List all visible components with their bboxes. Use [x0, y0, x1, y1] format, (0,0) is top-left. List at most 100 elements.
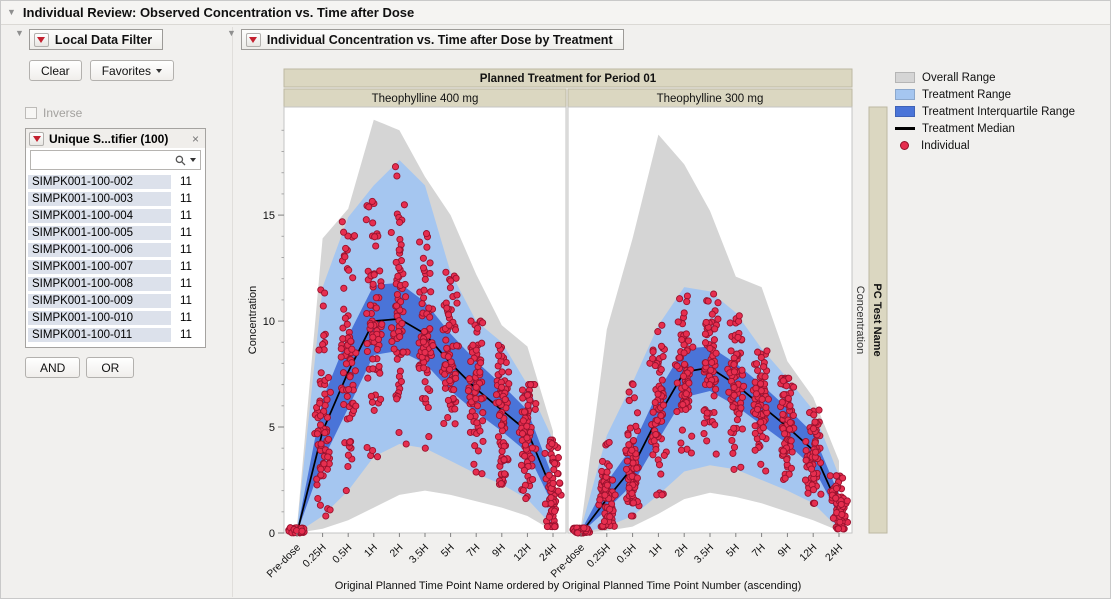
or-button[interactable]: OR — [86, 357, 135, 378]
individual-points — [569, 290, 852, 537]
subject-row[interactable]: SIMPK001-100-003 11 — [28, 191, 203, 207]
individual-points — [285, 163, 565, 537]
svg-text:0.25H: 0.25H — [585, 542, 613, 570]
subject-id: SIMPK001-100-002 — [28, 175, 171, 189]
svg-text:9H: 9H — [490, 542, 508, 560]
subject-row[interactable]: SIMPK001-100-010 11 — [28, 310, 203, 326]
svg-text:2H: 2H — [388, 542, 406, 560]
svg-text:3.5H: 3.5H — [407, 542, 431, 566]
svg-text:1H: 1H — [647, 542, 665, 560]
filter-title: Local Data Filter — [54, 32, 153, 47]
concentration-vs-time-plot[interactable]: Planned Treatment for Period 01 Theophyll… — [241, 63, 893, 598]
svg-text:0.5H: 0.5H — [330, 542, 354, 566]
svg-text:Pre-dose: Pre-dose — [265, 542, 304, 581]
subject-row[interactable]: SIMPK001-100-002 11 — [28, 174, 203, 190]
report-titlebar: ▼ Individual Review: Observed Concentrat… — [1, 1, 1110, 25]
filter-disclosure-icon[interactable]: ▼ — [15, 28, 24, 38]
filter-column-menu-button[interactable] — [29, 132, 44, 146]
red-triangle-icon — [32, 136, 41, 142]
svg-text:Concentration: Concentration — [247, 286, 259, 355]
outline-disclosure-icon[interactable]: ▼ — [7, 7, 16, 17]
legend-label: Individual — [921, 139, 970, 152]
subject-row[interactable]: SIMPK001-100-009 11 — [28, 293, 203, 309]
subject-id: SIMPK001-100-007 — [28, 260, 171, 274]
svg-text:Theophylline 300 mg: Theophylline 300 mg — [657, 93, 764, 105]
legend-label: Overall Range — [922, 71, 996, 84]
svg-text:0.5H: 0.5H — [615, 542, 639, 566]
svg-text:10: 10 — [263, 316, 275, 328]
subject-id: SIMPK001-100-008 — [28, 277, 171, 291]
subject-list: SIMPK001-100-002 11 SIMPK001-100-003 11 SIMP… — [26, 173, 205, 347]
search-icon[interactable] — [175, 155, 186, 166]
svg-text:5H: 5H — [724, 542, 742, 560]
subject-row[interactable]: SIMPK001-100-011 11 — [28, 327, 203, 343]
page-title: Individual Review: Observed Concentratio… — [22, 5, 415, 20]
subject-id: SIMPK001-100-010 — [28, 311, 171, 325]
local-data-filter-panel: ▼ Local Data Filter Clear Favorites Inve… — [15, 29, 231, 378]
svg-text:12H: 12H — [511, 542, 533, 564]
legend-item[interactable]: Overall Range — [895, 71, 1075, 84]
filter-column-title: Unique S...tifier (100) — [49, 132, 169, 146]
subject-count: 11 — [180, 312, 192, 324]
filter-actions: Clear Favorites — [29, 60, 231, 81]
subject-count: 11 — [180, 329, 192, 341]
svg-text:Concentration: Concentration — [854, 286, 866, 355]
legend: Overall Range Treatment Range Treatment In… — [895, 71, 1075, 152]
legend-label: Treatment Interquartile Range — [922, 105, 1075, 118]
legend-item[interactable]: Treatment Interquartile Range — [895, 105, 1075, 118]
clear-button[interactable]: Clear — [29, 60, 82, 81]
svg-text:9H: 9H — [776, 542, 794, 560]
subject-row[interactable]: SIMPK001-100-007 11 — [28, 259, 203, 275]
inverse-row: Inverse — [25, 106, 231, 120]
report-disclosure-icon[interactable]: ▼ — [227, 28, 236, 38]
svg-text:3.5H: 3.5H — [692, 542, 716, 566]
legend-label: Treatment Range — [922, 88, 1012, 101]
legend-item[interactable]: Treatment Range — [895, 88, 1075, 101]
legend-item[interactable]: Treatment Median — [895, 122, 1075, 135]
filter-menu-button[interactable] — [33, 32, 49, 47]
legend-swatch-line — [895, 123, 915, 134]
subject-row[interactable]: SIMPK001-100-005 11 — [28, 225, 203, 241]
search-box — [30, 150, 201, 170]
svg-text:Theophylline 400 mg: Theophylline 400 mg — [372, 93, 479, 105]
svg-text:Original Planned Time Point Na: Original Planned Time Point Name ordered… — [335, 580, 802, 592]
favorites-button[interactable]: Favorites — [89, 60, 175, 81]
subject-count: 11 — [180, 227, 192, 239]
report-title: Individual Concentration vs. Time after … — [266, 32, 613, 47]
subject-row[interactable]: SIMPK001-100-004 11 — [28, 208, 203, 224]
search-input[interactable] — [35, 154, 171, 166]
search-options-caret-icon[interactable] — [190, 158, 196, 162]
panel-divider — [232, 27, 233, 597]
subject-count: 11 — [180, 261, 192, 273]
svg-text:0: 0 — [269, 528, 275, 540]
svg-text:5H: 5H — [439, 542, 457, 560]
svg-text:12H: 12H — [797, 542, 819, 564]
legend-item[interactable]: Individual — [895, 139, 1075, 152]
close-icon[interactable]: × — [191, 132, 199, 146]
subject-id: SIMPK001-100-004 — [28, 209, 171, 223]
subject-id: SIMPK001-100-005 — [28, 226, 171, 240]
and-button[interactable]: AND — [25, 357, 81, 378]
svg-text:15: 15 — [263, 210, 275, 222]
inverse-label: Inverse — [43, 106, 83, 120]
legend-swatch-box — [895, 106, 915, 117]
inverse-checkbox[interactable] — [25, 107, 37, 119]
legend-label: Treatment Median — [922, 122, 1015, 135]
subject-count: 11 — [180, 176, 192, 188]
subject-row[interactable]: SIMPK001-100-006 11 — [28, 242, 203, 258]
report-menu-button[interactable] — [245, 32, 261, 47]
subject-count: 11 — [180, 295, 192, 307]
treatment-band-header — [283, 68, 853, 88]
subject-filter-listbox: Unique S...tifier (100) × SIMPK001-100-0… — [25, 128, 206, 348]
report-header-row: ▼ Individual Concentration vs. Time afte… — [227, 29, 624, 50]
red-triangle-icon — [249, 36, 258, 43]
subject-row[interactable]: SIMPK001-100-008 11 — [28, 276, 203, 292]
svg-text:24H: 24H — [537, 542, 559, 564]
pc-test-name-band — [868, 106, 888, 534]
andor-buttons: AND OR — [25, 357, 231, 378]
favorites-label: Favorites — [101, 63, 152, 78]
legend-swatch-box — [895, 72, 915, 83]
svg-text:5: 5 — [269, 422, 275, 434]
subject-count: 11 — [180, 278, 192, 290]
